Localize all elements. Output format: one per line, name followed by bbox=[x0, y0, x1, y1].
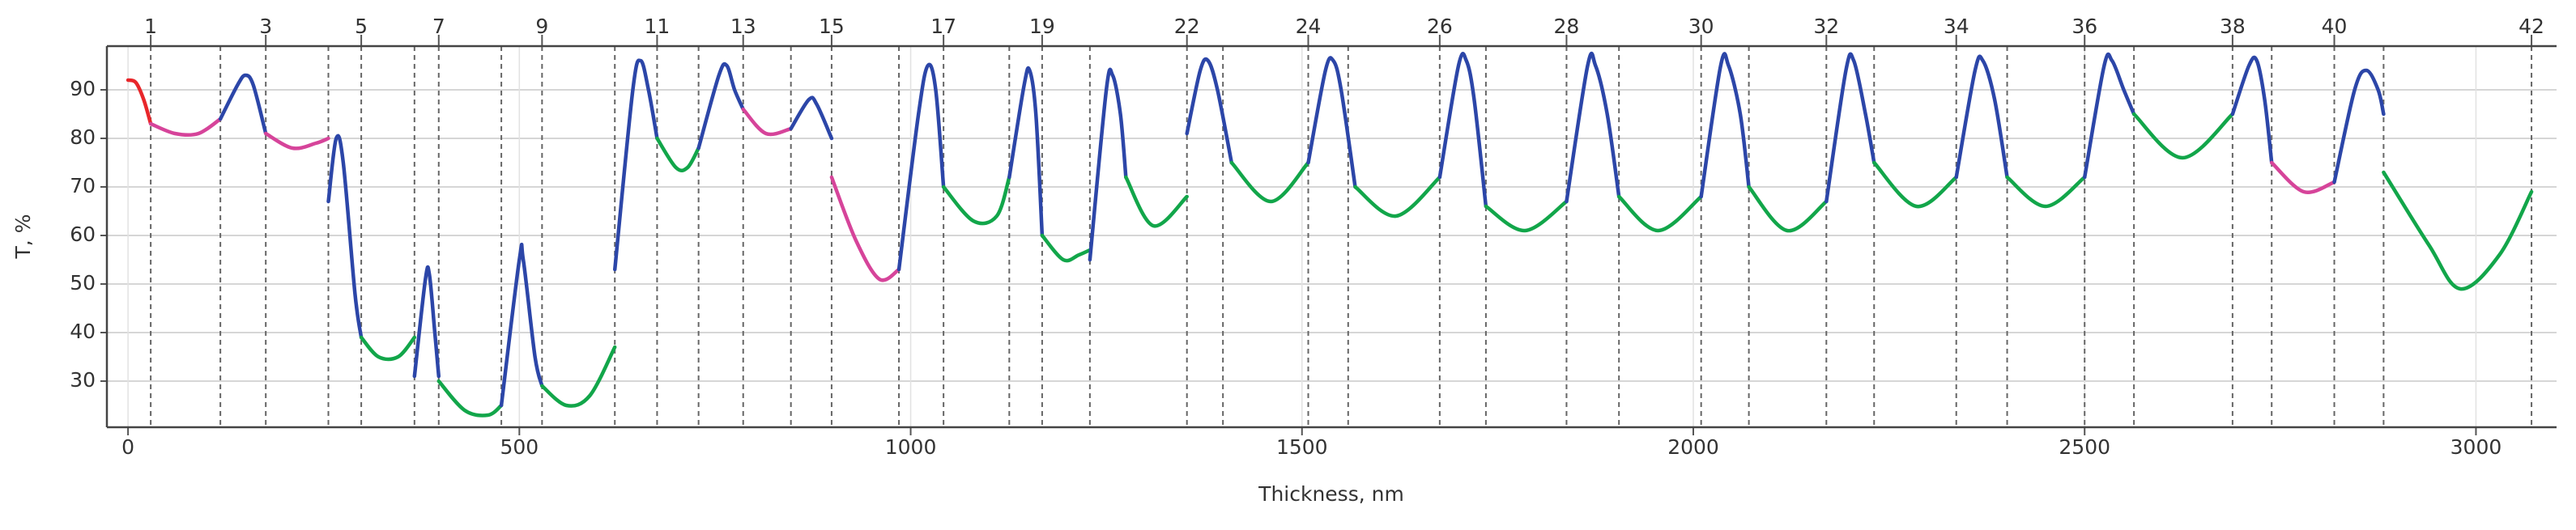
y-tick-label: 50 bbox=[70, 271, 96, 295]
transmission-curve bbox=[359, 335, 417, 362]
y-tick-label: 30 bbox=[70, 368, 96, 392]
transmission-curve bbox=[741, 107, 793, 137]
transmission-curve bbox=[2382, 170, 2534, 291]
transmission-curve bbox=[218, 73, 268, 136]
top-tick-label: 42 bbox=[2519, 15, 2544, 38]
x-axis-label: Thickness, nm bbox=[1258, 482, 1404, 506]
top-tick-label: 11 bbox=[645, 15, 671, 38]
y-tick-label: 90 bbox=[70, 77, 96, 100]
transmission-curve bbox=[1699, 52, 1751, 199]
x-tick-label: 1500 bbox=[1276, 435, 1328, 459]
transmission-curve bbox=[1040, 233, 1092, 263]
transmission-curve bbox=[1007, 66, 1045, 238]
transmission-curve bbox=[1353, 175, 1442, 218]
transmission-curve bbox=[326, 134, 364, 340]
transmission-curve bbox=[1872, 160, 1958, 209]
top-tick-label: 36 bbox=[2071, 15, 2097, 38]
y-axis-label: T, % bbox=[11, 214, 35, 260]
transmission-curve bbox=[1616, 194, 1703, 233]
top-tick-label: 40 bbox=[2322, 15, 2348, 38]
top-tick-label: 32 bbox=[1813, 15, 1839, 38]
transmission-curve bbox=[126, 78, 153, 126]
transmission-curve bbox=[148, 117, 223, 138]
y-tick-label: 80 bbox=[70, 125, 96, 149]
transmission-curve bbox=[1229, 160, 1310, 204]
transmission-curve bbox=[2005, 175, 2087, 209]
transmission-curve bbox=[789, 95, 834, 141]
transmission-curve bbox=[1437, 52, 1488, 209]
top-tick-label: 1 bbox=[144, 15, 157, 38]
transmission-curve bbox=[655, 136, 700, 172]
x-tick-label: 500 bbox=[500, 435, 539, 459]
y-tick-label: 70 bbox=[70, 174, 96, 197]
top-tick-label: 13 bbox=[730, 15, 756, 38]
transmission-curve bbox=[696, 61, 745, 151]
top-tick-label: 9 bbox=[535, 15, 548, 38]
transmission-curve bbox=[1954, 54, 2009, 180]
transmission-curve bbox=[1124, 175, 1189, 228]
y-tick-label: 60 bbox=[70, 223, 96, 246]
top-tick-label: 26 bbox=[1427, 15, 1453, 38]
top-tick-label: 7 bbox=[432, 15, 445, 38]
transmission-curve bbox=[1824, 52, 1876, 204]
transmission-curve bbox=[1185, 57, 1234, 165]
top-tick-label: 38 bbox=[2220, 15, 2246, 38]
transmission-curve bbox=[1088, 67, 1128, 262]
transmission-curve bbox=[1565, 51, 1621, 204]
transmission-curve bbox=[896, 62, 946, 272]
transmission-curve bbox=[1747, 184, 1829, 233]
transmission-curve bbox=[2131, 112, 2235, 160]
top-tick-label: 22 bbox=[1174, 15, 1200, 38]
transmission-curve bbox=[436, 379, 504, 418]
transmission-curve bbox=[2230, 55, 2274, 165]
y-tick-label: 40 bbox=[70, 320, 96, 343]
transmission-curve bbox=[612, 58, 659, 272]
transmission-curve bbox=[941, 175, 1011, 226]
transmission-curve bbox=[829, 175, 901, 282]
transmission-curve bbox=[1484, 199, 1569, 233]
transmission-curve bbox=[412, 265, 441, 379]
top-tick-label: 5 bbox=[355, 15, 368, 38]
transmission-curve bbox=[2332, 68, 2386, 184]
top-tick-label: 34 bbox=[1944, 15, 1969, 38]
transmission-curve bbox=[2269, 160, 2336, 194]
transmission-curve bbox=[263, 131, 330, 151]
top-tick-label: 28 bbox=[1554, 15, 1580, 38]
transmission-curve bbox=[499, 243, 544, 408]
transmission-curve bbox=[1306, 56, 1357, 189]
x-tick-label: 3000 bbox=[2450, 435, 2502, 459]
top-tick-label: 17 bbox=[930, 15, 956, 38]
x-tick-label: 2500 bbox=[2059, 435, 2110, 459]
x-tick-label: 2000 bbox=[1667, 435, 1719, 459]
transmission-curve bbox=[2082, 52, 2136, 180]
top-tick-label: 30 bbox=[1688, 15, 1714, 38]
top-tick-label: 19 bbox=[1029, 15, 1055, 38]
x-tick-label: 0 bbox=[121, 435, 134, 459]
transmission-curve bbox=[540, 345, 617, 408]
top-tick-label: 15 bbox=[819, 15, 845, 38]
top-tick-label: 24 bbox=[1296, 15, 1322, 38]
x-tick-label: 1000 bbox=[885, 435, 937, 459]
top-tick-label: 3 bbox=[259, 15, 272, 38]
